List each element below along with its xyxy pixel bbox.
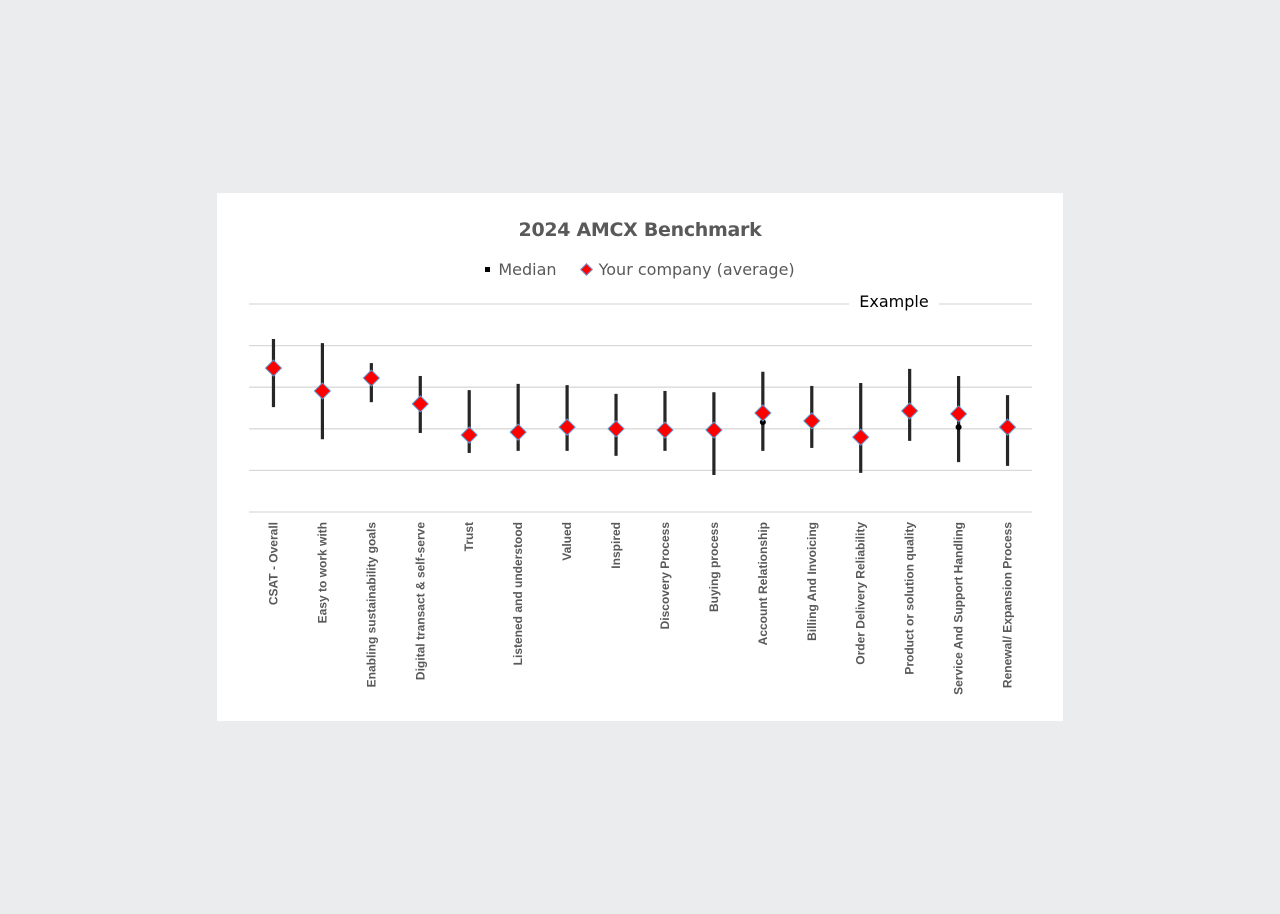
average-marker	[705, 421, 723, 439]
legend-label-average: Your company (average)	[598, 260, 795, 279]
legend-label-median: Median	[498, 260, 557, 279]
category-label: Trust	[462, 522, 476, 551]
category-label: Product or solution quality	[903, 522, 917, 675]
average-marker	[362, 369, 381, 387]
category-label: Digital transact & self-serve	[413, 522, 427, 680]
category-label: Account Relationship	[756, 522, 770, 645]
average-marker	[949, 405, 968, 423]
chart-card: 2024 AMCX Benchmark Median Your company …	[217, 193, 1063, 721]
chart-legend: Median Your company (average)	[217, 260, 1063, 279]
average-marker	[852, 428, 870, 446]
category-label: Discovery Process	[658, 522, 672, 630]
plot-area: CSAT - Overall Easy to work with Enabling …	[249, 303, 1032, 695]
category-label: Renewal/ Expansion Process	[1001, 522, 1015, 688]
category-label: Billing And Invoicing	[805, 522, 819, 641]
average-marker	[264, 359, 283, 377]
category-label: Inspired	[609, 522, 623, 569]
average-marker	[607, 420, 625, 438]
example-annotation: Example	[849, 292, 939, 311]
category-label: Valued	[560, 522, 574, 561]
legend-item-average: Your company (average)	[579, 260, 795, 279]
chart-title: 2024 AMCX Benchmark	[518, 219, 762, 241]
average-marker	[754, 404, 772, 422]
average-marker	[900, 402, 919, 420]
average-marker	[313, 382, 332, 400]
category-label: Order Delivery Reliability	[854, 522, 868, 665]
average-marker	[509, 423, 527, 441]
category-label: CSAT - Overall	[266, 522, 280, 605]
median-marker	[759, 419, 766, 426]
average-marker	[656, 421, 674, 439]
average-marker	[411, 395, 429, 413]
category-label: Listened and understood	[511, 522, 525, 665]
average-marker	[998, 418, 1017, 436]
average-marker	[803, 412, 821, 430]
category-label: Easy to work with	[315, 522, 329, 623]
legend-item-median: Median	[485, 260, 557, 279]
category-label: Enabling sustainability goals	[364, 522, 378, 688]
category-label: Buying process	[707, 522, 721, 612]
average-marker	[558, 418, 576, 436]
median-marker	[955, 424, 962, 431]
median-marker-icon	[485, 267, 491, 272]
average-marker	[460, 426, 478, 444]
category-label: Service And Support Handling	[952, 522, 966, 695]
